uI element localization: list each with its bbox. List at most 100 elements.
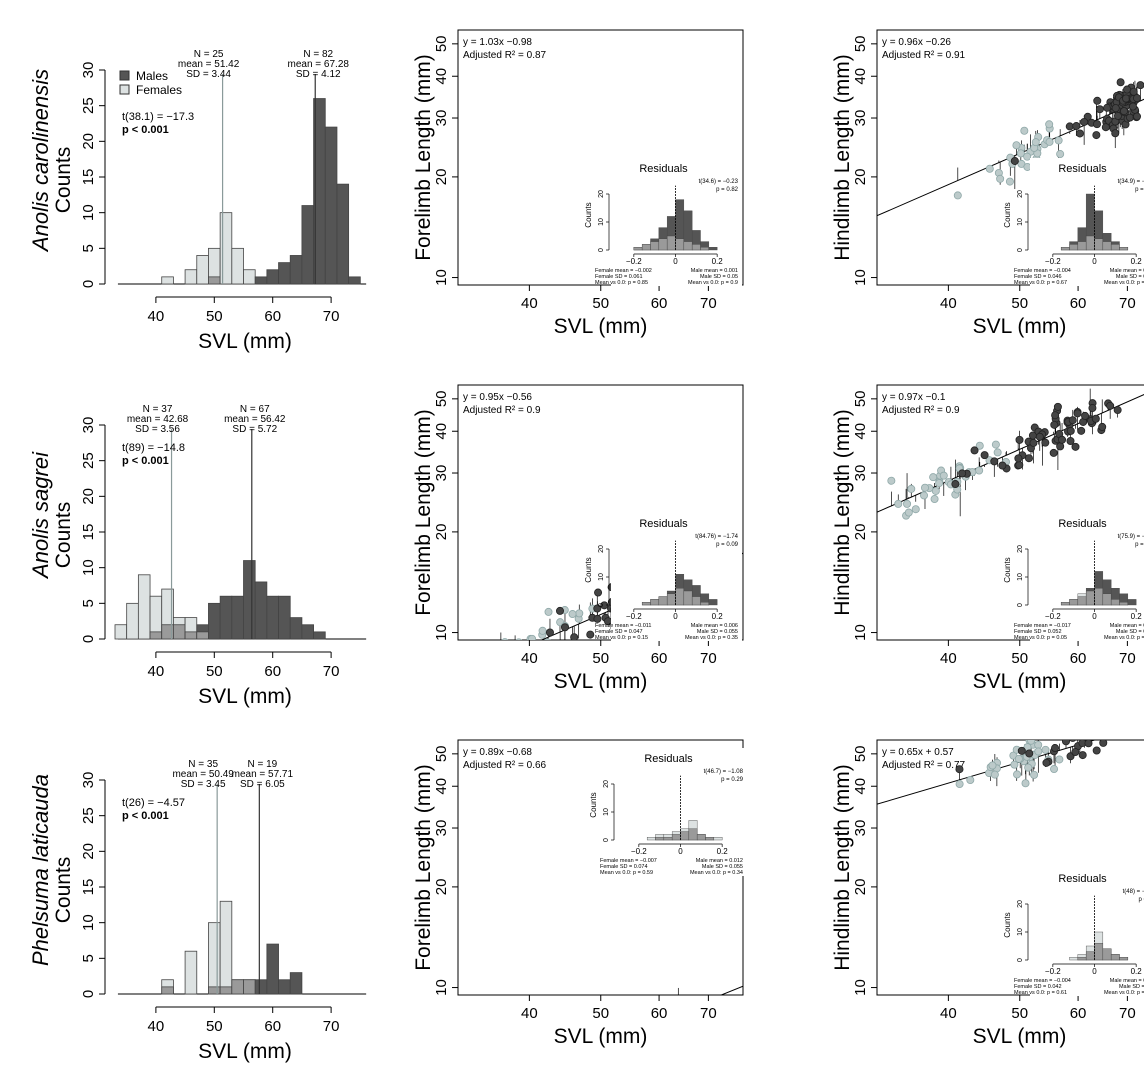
inset-x-tick-label: 0 (1092, 257, 1097, 266)
x-tick-label: 70 (700, 295, 717, 312)
inset-bar-overlap (1085, 951, 1095, 961)
inset-bar-overlap (1110, 244, 1120, 251)
y-tick-label: 40 (852, 778, 869, 795)
male-point (998, 461, 1007, 470)
female-point (612, 1018, 619, 1025)
inset-y-tick-label: 0 (1017, 958, 1024, 962)
male-stats-text: mean = 56.42 (224, 414, 286, 425)
female-point (578, 378, 585, 385)
x-tick-label: 50 (592, 1005, 609, 1022)
female-point (544, 638, 551, 640)
histogram: 0 5 10 15 20 25 30 Counts 40 50 60 70 SVL (mm) N = 35… (52, 759, 367, 1063)
test-statistic: t(26) = −4.57 (122, 797, 185, 809)
inset-female-meanvs: Mean vs 0.0: p = 0.85 (595, 280, 648, 286)
inset-y-tick-label: 20 (1017, 545, 1024, 553)
inset-y-tick-label: 20 (1017, 900, 1024, 908)
inset-y-tick-label: 10 (1017, 928, 1024, 936)
female-bar (184, 269, 198, 285)
y-tick-label: 30 (80, 417, 97, 434)
female-bar (161, 276, 174, 285)
male-point (720, 299, 727, 306)
female-point (1041, 745, 1050, 754)
inset-male-sd: Male SD = 0.03 (1119, 984, 1144, 990)
female-point (907, 484, 916, 493)
x-tick-label: 60 (651, 1005, 668, 1022)
x-tick-label: 40 (148, 308, 165, 325)
female-point (627, 351, 634, 358)
female-point (1021, 779, 1030, 788)
male-point (1035, 432, 1044, 441)
y-tick-label: 10 (80, 559, 97, 576)
male-bar (208, 602, 221, 640)
female-point (1030, 770, 1039, 779)
y-tick-label: 30 (852, 820, 869, 837)
male-point (1136, 81, 1144, 90)
inset-female-sd: Female SD = 0.047 (595, 629, 643, 635)
test-statistic: t(89) = −14.8 (122, 442, 185, 454)
inset-y-label: Counts (589, 792, 598, 817)
male-point (686, 315, 693, 322)
female-point (1012, 141, 1021, 150)
inset-bar-overlap (650, 241, 660, 251)
y-tick-label: 50 (433, 35, 450, 52)
inset-test: t(34.9) = −0.52 (1118, 179, 1144, 185)
male-point (696, 286, 703, 293)
y-axis-label: Counts (52, 502, 75, 569)
male-point (703, 315, 710, 322)
inset-bar-overlap (691, 244, 701, 251)
female-point (975, 441, 984, 450)
male-point (1078, 751, 1087, 760)
inset-female-sd: Female SD = 0.074 (600, 864, 648, 870)
inset-bar-overlap (1094, 588, 1104, 606)
female-bar (196, 255, 209, 285)
male-bar (313, 631, 326, 640)
inset-bar-overlap (658, 238, 668, 251)
female-point (538, 626, 547, 635)
inset-x-tick-label: −0.2 (1045, 257, 1061, 266)
y-tick-label: 30 (852, 465, 869, 482)
male-point (1093, 96, 1102, 105)
female-point (1027, 740, 1036, 745)
residuals-inset: Residuals t(34.6) = −0.23 p = 0.82 0 10 20 Cou… (584, 158, 742, 286)
female-point (1031, 138, 1040, 147)
male-point (1010, 156, 1019, 165)
adjusted-r2: Adjusted R² = 0.66 (463, 760, 547, 771)
y-tick-label: 20 (433, 524, 450, 541)
inset-x-tick-label: 0.2 (717, 847, 729, 856)
y-tick-label: 10 (852, 624, 869, 641)
male-stats-text: N = 82 (303, 49, 333, 60)
regression-equation: y = 0.95x −0.56 (463, 392, 532, 403)
female-point (1045, 137, 1054, 146)
male-point (675, 315, 682, 322)
inset-bg (1030, 513, 1144, 641)
male-bar (278, 979, 291, 995)
species-label: Phelsuma laticauda (28, 774, 53, 966)
female-point (493, 650, 500, 657)
inset-female-sd: Female SD = 0.046 (1014, 274, 1062, 280)
male-point (1065, 122, 1074, 131)
male-point (1092, 746, 1101, 755)
inset-bar-overlap (683, 590, 693, 606)
male-stats-text: N = 67 (240, 404, 270, 415)
female-point (1054, 136, 1063, 145)
female-point (601, 352, 608, 359)
female-point (588, 366, 595, 373)
inset-female-mean: Female mean = −0.004 (1014, 978, 1071, 984)
overlap-bar (208, 986, 221, 995)
female-point (497, 653, 504, 660)
histogram: 0 5 10 15 20 25 30 Counts 40 50 60 70 SVL (mm) N = 37… (52, 404, 367, 708)
male-point (1024, 454, 1033, 463)
overlap-bar (243, 979, 256, 995)
male-point (958, 469, 967, 478)
female-point (542, 641, 549, 648)
y-tick-label: 50 (433, 390, 450, 407)
male-point (691, 308, 698, 315)
male-point (692, 307, 699, 314)
male-bar (336, 183, 350, 285)
inset-bar-overlap (666, 593, 676, 606)
male-bar (243, 560, 256, 640)
male-bar (266, 943, 279, 995)
x-axis-label: SVL (mm) (554, 1025, 648, 1048)
male-point (1074, 712, 1081, 719)
x-tick-label: 70 (1119, 650, 1136, 667)
